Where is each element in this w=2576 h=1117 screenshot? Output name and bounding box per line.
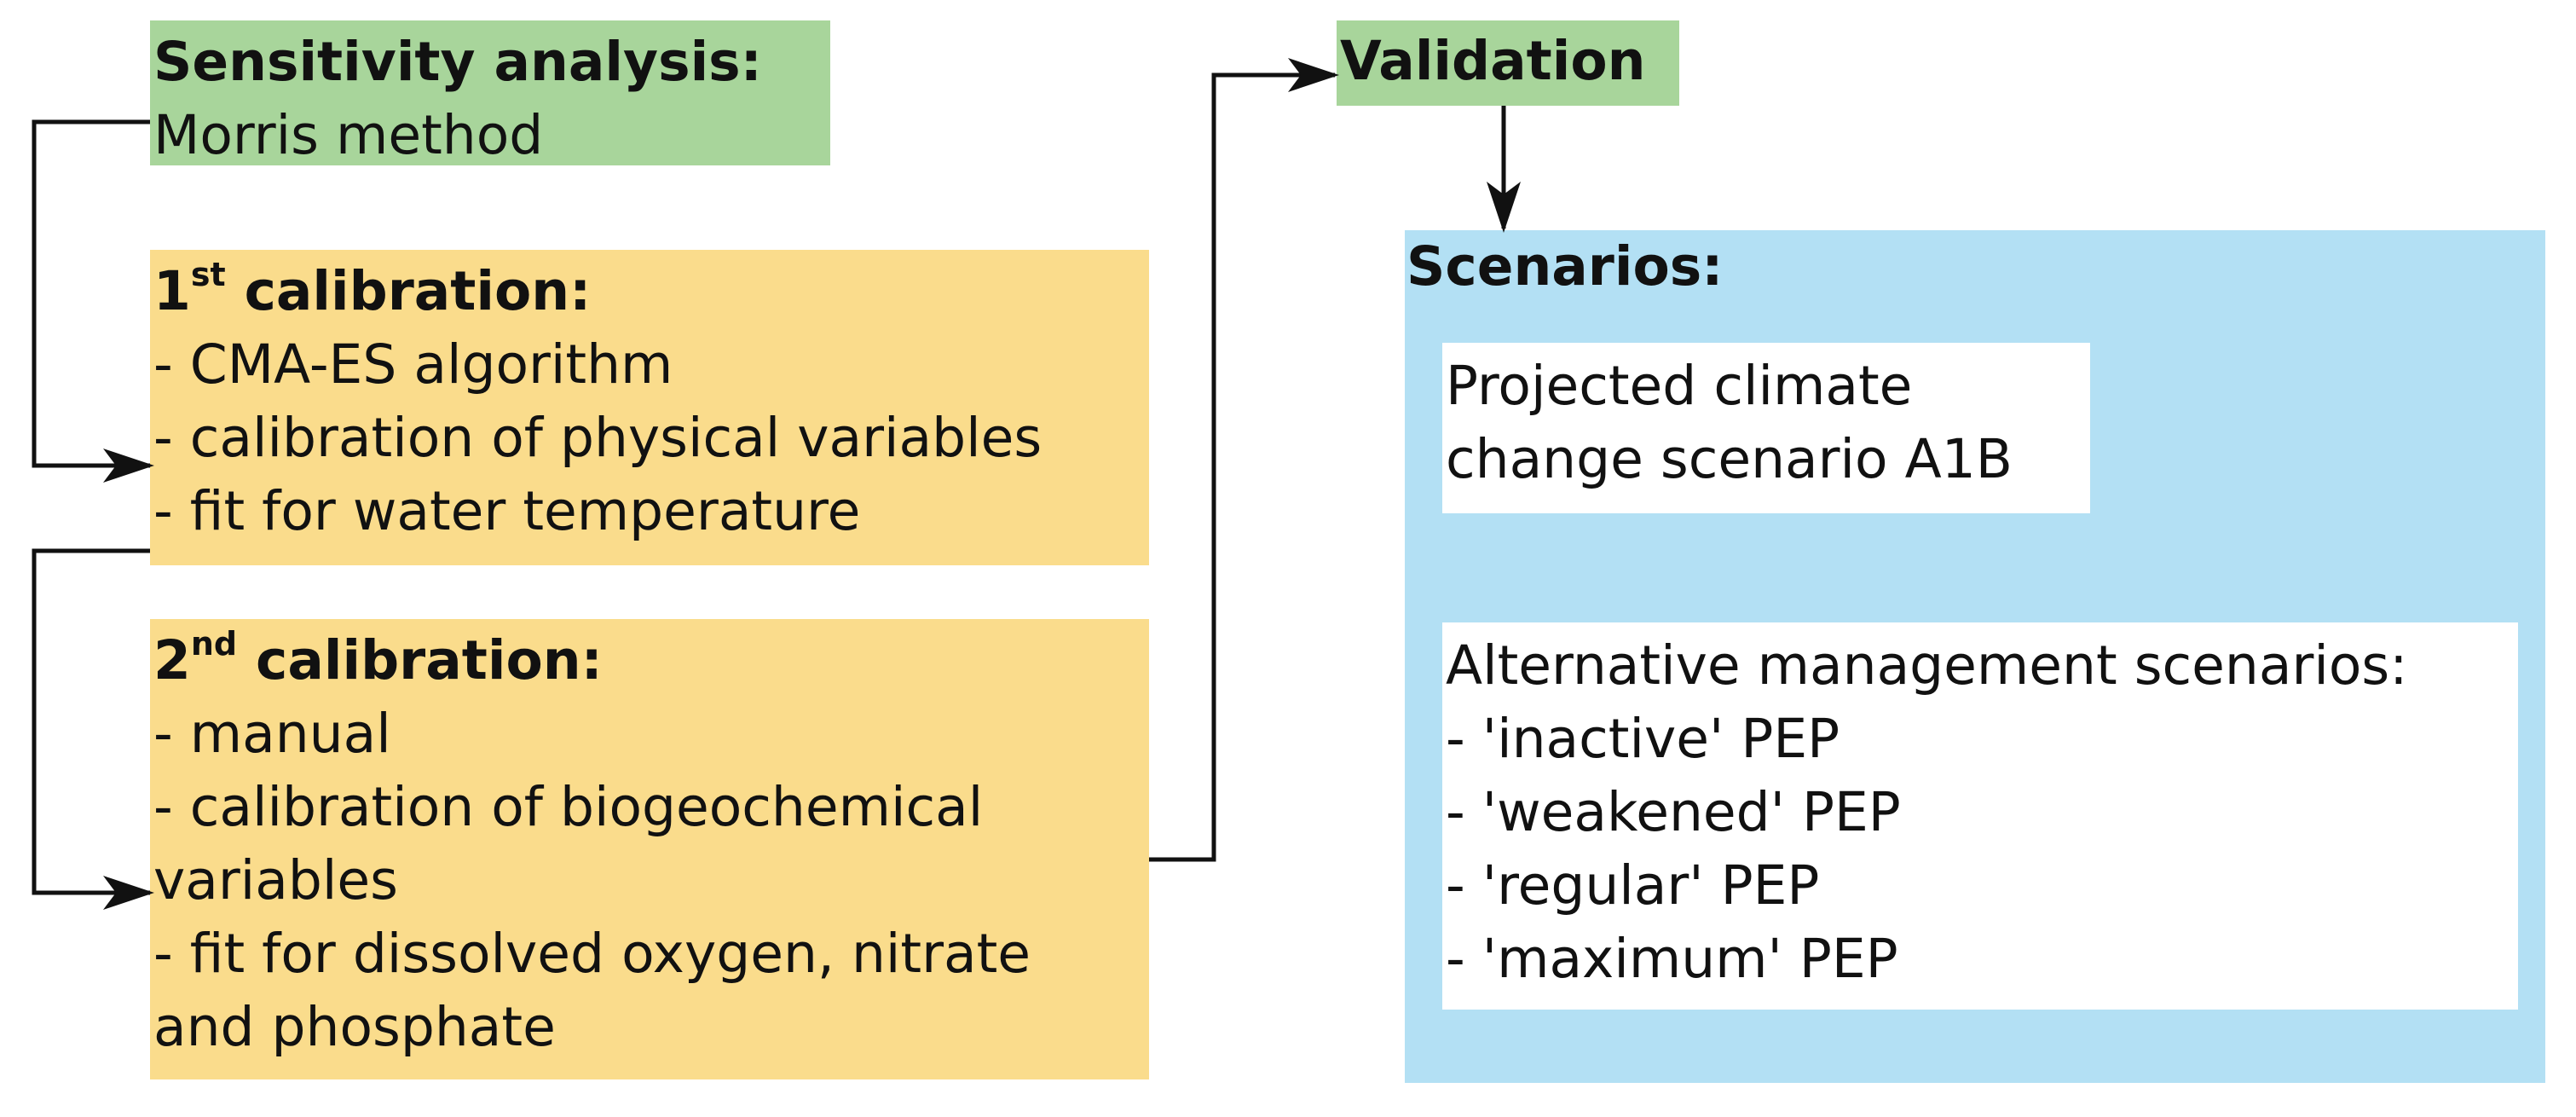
second-calibration-line: - manual [153, 703, 391, 765]
second-calibration-line: and phosphate [153, 996, 556, 1058]
climate-scenario-box: Projected climate change scenario A1B [1442, 343, 2090, 513]
first-calibration-item: - fit for water temperature [153, 480, 861, 542]
management-scenario-item: - 'maximum' PEP [1446, 928, 1898, 990]
sensitivity-analysis-box: Sensitivity analysis: Morris method [150, 20, 830, 166]
sensitivity-analysis-method: Morris method [153, 104, 544, 166]
first-calibration-title: 1st calibration: [153, 256, 592, 322]
management-scenarios-title: Alternative management scenarios: [1446, 634, 2408, 697]
climate-scenario-line: Projected climate [1446, 355, 1913, 417]
second-calibration-line: variables [153, 849, 398, 912]
validation-title: Validation [1340, 30, 1646, 92]
second-calibration-line: - fit for dissolved oxygen, nitrate [153, 923, 1031, 985]
arrow-calibration1-to-calibration2 [32, 548, 154, 910]
arrow-sensitivity-to-calibration1 [32, 119, 154, 483]
management-scenario-item: - 'weakened' PEP [1446, 781, 1901, 843]
scenarios-box: Scenarios: Projected climate change scen… [1405, 230, 2545, 1083]
arrow-calibration2-to-validation [1149, 58, 1339, 862]
scenarios-title: Scenarios: [1406, 235, 1724, 298]
management-scenario-item: - 'regular' PEP [1446, 854, 1820, 917]
climate-scenario-line: change scenario A1B [1446, 428, 2013, 490]
validation-box: Validation [1337, 20, 1679, 106]
second-calibration-line: - calibration of biogeochemical [153, 776, 984, 838]
management-scenarios-box: Alternative management scenarios: - 'ina… [1442, 622, 2518, 1010]
sensitivity-analysis-title: Sensitivity analysis: [153, 31, 762, 93]
first-calibration-box: 1st calibration: - CMA-ES algorithm - ca… [150, 250, 1149, 565]
second-calibration-title: 2nd calibration: [153, 625, 603, 692]
first-calibration-item: - calibration of physical variables [153, 407, 1043, 469]
second-calibration-box: 2nd calibration: - manual - calibration … [150, 619, 1149, 1079]
first-calibration-item: - CMA-ES algorithm [153, 333, 673, 396]
management-scenario-item: - 'inactive' PEP [1446, 708, 1840, 770]
